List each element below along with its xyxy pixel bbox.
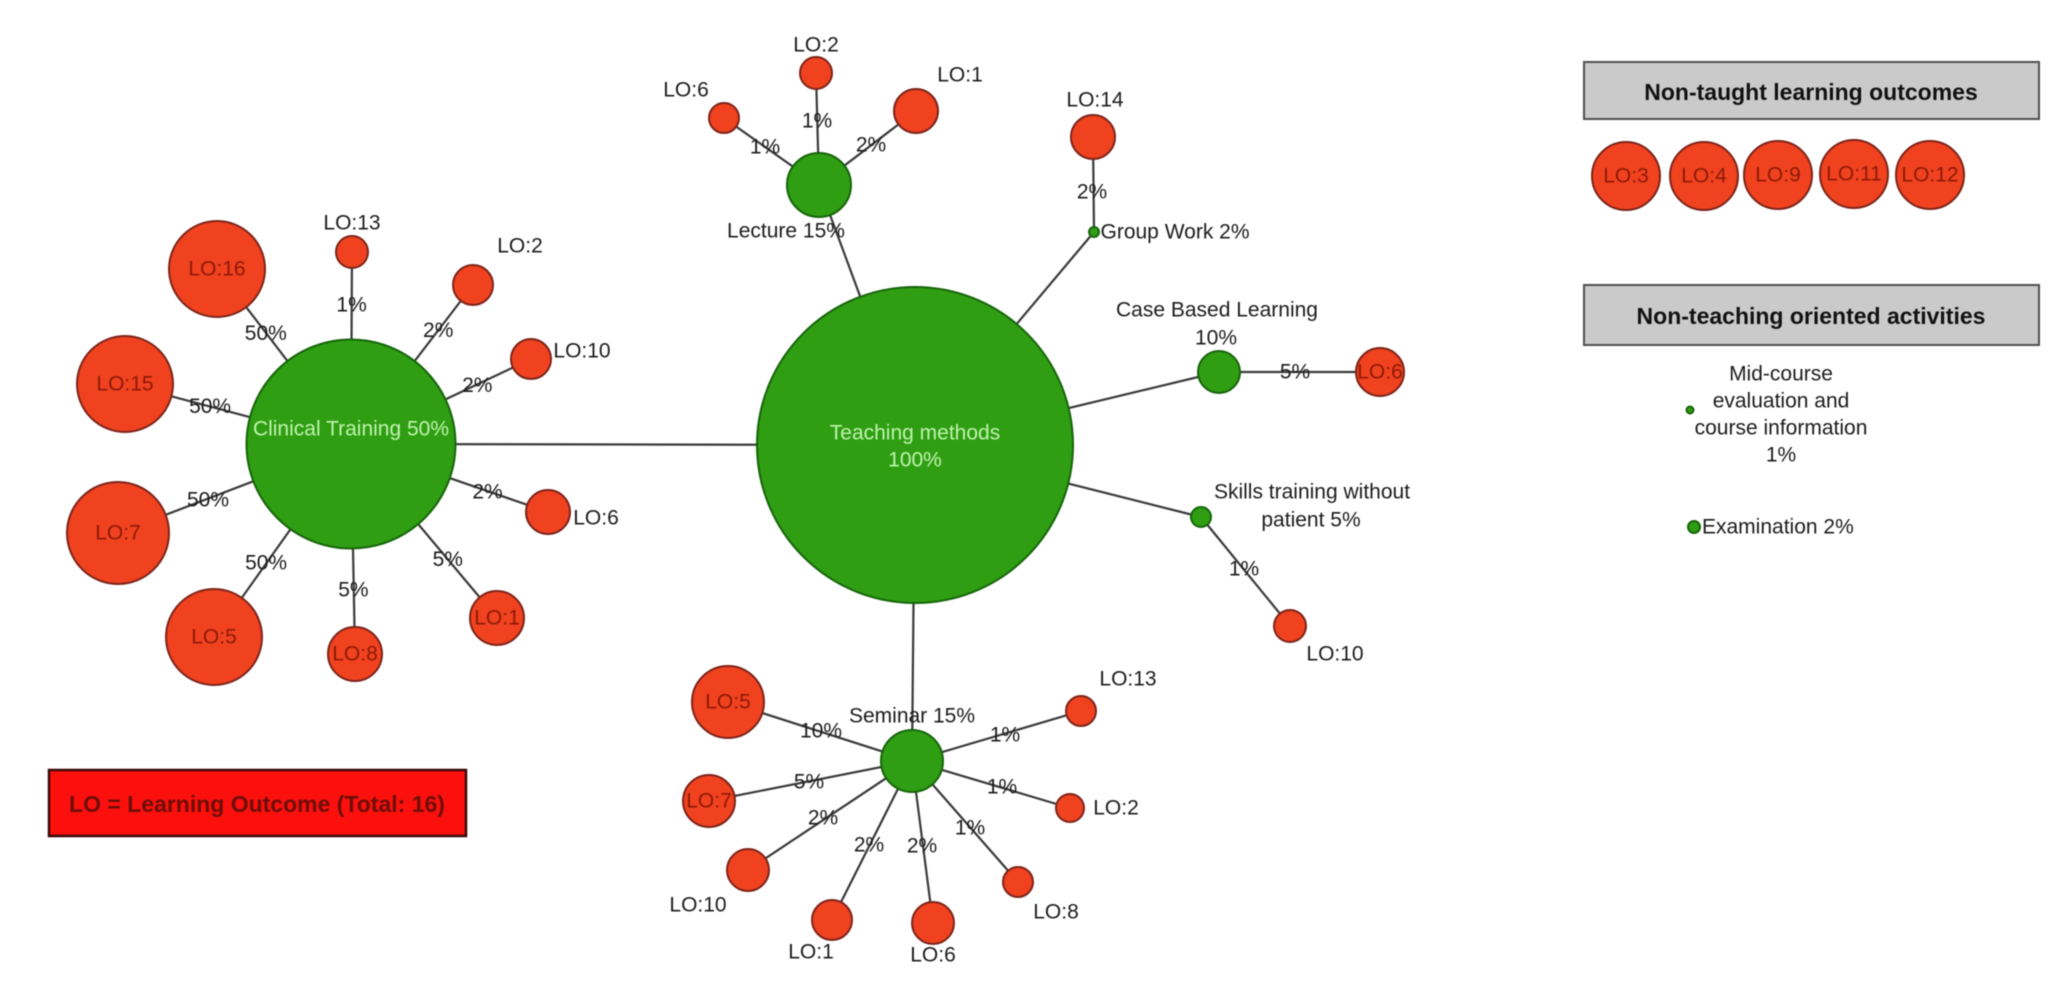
svg-text:LO:6: LO:6 xyxy=(663,79,709,102)
svg-text:2%: 2% xyxy=(1077,181,1107,204)
svg-text:10%: 10% xyxy=(1195,327,1237,350)
svg-text:1%: 1% xyxy=(1229,558,1259,581)
svg-text:2%: 2% xyxy=(808,807,838,830)
svg-text:LO:6: LO:6 xyxy=(1357,361,1403,384)
svg-text:Case Based Learning: Case Based Learning xyxy=(1116,299,1318,322)
svg-text:100%: 100% xyxy=(888,449,942,472)
svg-text:2%: 2% xyxy=(856,134,886,157)
svg-text:LO:13: LO:13 xyxy=(1099,668,1156,691)
svg-text:LO:1: LO:1 xyxy=(937,64,983,87)
svg-text:LO = Learning Outcome (Total:: LO = Learning Outcome (Total: 16) xyxy=(69,791,445,817)
svg-text:LO:10: LO:10 xyxy=(553,340,610,363)
svg-text:Lecture 15%: Lecture 15% xyxy=(727,220,845,243)
svg-text:evaluation and: evaluation and xyxy=(1713,390,1850,413)
svg-text:5%: 5% xyxy=(1280,361,1310,384)
svg-text:50%: 50% xyxy=(189,395,231,418)
svg-text:LO:9: LO:9 xyxy=(1755,164,1801,187)
svg-text:LO:11: LO:11 xyxy=(1826,163,1882,186)
svg-text:1%: 1% xyxy=(990,724,1020,747)
svg-text:LO:16: LO:16 xyxy=(188,258,245,281)
svg-text:LO:14: LO:14 xyxy=(1066,89,1124,112)
svg-text:2%: 2% xyxy=(472,481,502,504)
svg-text:LO:12: LO:12 xyxy=(1901,164,1958,187)
svg-text:1%: 1% xyxy=(987,776,1017,799)
svg-text:LO:6: LO:6 xyxy=(573,507,619,530)
svg-text:2%: 2% xyxy=(854,834,884,857)
svg-text:LO:2: LO:2 xyxy=(1093,797,1139,820)
svg-text:2%: 2% xyxy=(462,374,492,397)
svg-text:5%: 5% xyxy=(433,548,463,571)
svg-text:Clinical Training 50%: Clinical Training 50% xyxy=(253,418,449,441)
svg-text:LO:3: LO:3 xyxy=(1603,165,1649,188)
svg-text:50%: 50% xyxy=(187,489,229,512)
svg-text:LO:1: LO:1 xyxy=(788,941,834,964)
svg-text:LO:5: LO:5 xyxy=(705,691,751,714)
svg-text:1%: 1% xyxy=(955,817,985,840)
svg-text:50%: 50% xyxy=(245,551,287,574)
svg-text:1%: 1% xyxy=(802,110,832,133)
svg-text:Teaching methods: Teaching methods xyxy=(830,422,1000,445)
svg-text:5%: 5% xyxy=(794,771,824,794)
svg-text:2%: 2% xyxy=(423,319,453,342)
svg-text:1%: 1% xyxy=(750,136,780,159)
svg-text:Non-taught learning outcomes: Non-taught learning outcomes xyxy=(1644,79,1978,105)
svg-text:LO:1: LO:1 xyxy=(474,607,520,630)
svg-text:Examination 2%: Examination 2% xyxy=(1702,516,1854,539)
svg-text:LO:7: LO:7 xyxy=(95,522,141,545)
svg-text:Group Work 2%: Group Work 2% xyxy=(1101,221,1250,244)
svg-text:patient 5%: patient 5% xyxy=(1261,509,1360,532)
svg-text:Skills training without: Skills training without xyxy=(1214,481,1410,504)
svg-text:Seminar 15%: Seminar 15% xyxy=(849,705,975,728)
svg-text:LO:10: LO:10 xyxy=(669,894,726,917)
svg-text:1%: 1% xyxy=(336,293,366,316)
svg-text:LO:10: LO:10 xyxy=(1306,643,1363,666)
svg-text:5%: 5% xyxy=(338,579,368,602)
svg-text:LO:2: LO:2 xyxy=(793,34,839,57)
svg-text:LO:8: LO:8 xyxy=(332,643,378,666)
svg-text:Non-teaching oriented activiti: Non-teaching oriented activities xyxy=(1637,303,1986,329)
svg-text:LO:2: LO:2 xyxy=(497,235,543,258)
svg-text:50%: 50% xyxy=(245,322,287,345)
svg-text:LO:5: LO:5 xyxy=(191,626,237,649)
svg-text:LO:8: LO:8 xyxy=(1033,901,1079,924)
svg-text:Mid-course: Mid-course xyxy=(1729,363,1833,386)
svg-text:LO:6: LO:6 xyxy=(910,944,956,967)
svg-text:1%: 1% xyxy=(1766,444,1796,467)
svg-text:LO:13: LO:13 xyxy=(323,212,380,235)
svg-text:course information: course information xyxy=(1695,417,1868,440)
svg-text:10%: 10% xyxy=(800,720,842,743)
svg-text:2%: 2% xyxy=(907,835,937,858)
svg-text:LO:7: LO:7 xyxy=(686,790,732,813)
svg-text:LO:4: LO:4 xyxy=(1681,165,1727,188)
svg-text:LO:15: LO:15 xyxy=(96,373,153,396)
